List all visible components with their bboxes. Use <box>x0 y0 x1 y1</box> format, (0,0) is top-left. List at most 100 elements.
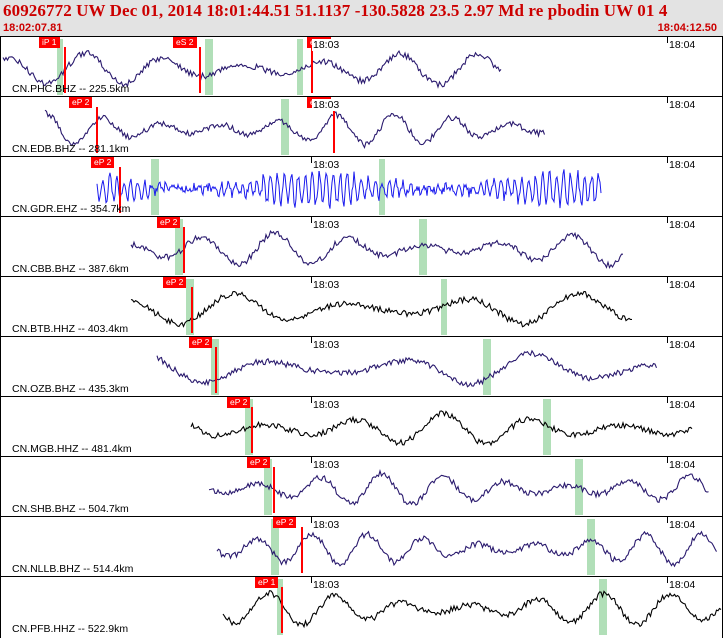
station-label: CN.OZB.BHZ -- 435.3km <box>12 383 129 395</box>
time-tick-label: 18:03 <box>312 39 341 51</box>
waveform-trace <box>130 230 623 270</box>
time-tick-label: 18:04 <box>668 39 697 51</box>
phase-pick-flag[interactable]: eP 2 <box>247 457 271 468</box>
phase-pick-flag[interactable]: iP 1 <box>39 37 60 48</box>
s-wave-window <box>175 219 183 275</box>
time-tick-label: 18:04 <box>668 399 697 411</box>
station-label: CN.PHC.BHZ -- 225.5km <box>12 83 130 95</box>
station-label: CN.NLLB.BHZ -- 514.4km <box>12 563 134 575</box>
time-tick-mark <box>311 457 312 463</box>
waveform-trace <box>96 169 602 209</box>
time-tick-mark <box>311 397 312 403</box>
pick-marker-line[interactable] <box>199 47 201 93</box>
pick-marker-line[interactable] <box>183 227 185 273</box>
waveform-svg <box>190 410 693 447</box>
phase-pick-flag[interactable]: eP 2 <box>273 517 297 528</box>
s-wave-window <box>599 579 607 635</box>
phase-pick-flag[interactable]: eP 2 <box>227 397 251 408</box>
time-tick-mark <box>311 277 312 283</box>
waveform-svg <box>130 290 633 328</box>
time-tick-mark <box>311 517 312 523</box>
time-tick-mark <box>667 277 668 283</box>
waveform-trace <box>190 410 693 447</box>
time-tick-label: 18:04 <box>668 519 697 531</box>
s-wave-window <box>543 399 551 455</box>
pick-marker-line[interactable] <box>215 347 217 393</box>
waveform-svg <box>216 530 717 568</box>
time-tick-label: 18:04 <box>668 159 697 171</box>
s-wave-window <box>57 39 63 95</box>
waveform-svg <box>156 349 658 388</box>
time-tick-mark <box>311 577 312 583</box>
time-tick-label: 18:04 <box>668 339 697 351</box>
phase-pick-flag[interactable]: eP 2 <box>91 157 115 168</box>
time-tick-mark <box>667 157 668 163</box>
trace-panel[interactable]: eP 1 18:03 18:04 CN.PFB.HHZ -- 522.9km <box>1 576 722 636</box>
time-tick-label: 18:04 <box>668 99 697 111</box>
pick-marker-line[interactable] <box>119 167 121 213</box>
phase-pick-flag[interactable]: eP 2 <box>189 337 213 348</box>
trace-panel[interactable]: eP 2 18:03 18:04 CN.BTB.HHZ -- 403.4km <box>1 276 722 336</box>
station-label: CN.SHB.BHZ -- 504.7km <box>12 503 129 515</box>
pick-marker-line[interactable] <box>311 47 313 93</box>
s-wave-window <box>151 159 159 215</box>
time-tick-mark <box>667 217 668 223</box>
station-label: CN.EDB.BHZ -- 281.1km <box>12 143 129 155</box>
waveform-svg <box>2 50 502 89</box>
pick-marker-line[interactable] <box>64 47 66 93</box>
phase-pick-flag[interactable]: eP 2 <box>69 97 93 108</box>
time-tick-mark <box>667 577 668 583</box>
station-label: CN.BTB.HHZ -- 403.4km <box>12 323 129 335</box>
pick-marker-line[interactable] <box>273 467 275 513</box>
trace-panel[interactable]: eP 2 18:03 18:04 CN.OZB.BHZ -- 435.3km <box>1 336 722 396</box>
s-wave-window <box>281 99 289 155</box>
phase-pick-flag[interactable]: eP 1 <box>255 577 279 588</box>
time-tick-mark <box>667 457 668 463</box>
trace-panel[interactable]: eP 2 18:03 18:04 CN.GDR.EHZ -- 354.7km <box>1 156 722 216</box>
window-end-time: 18:04:12.50 <box>657 22 717 34</box>
waveform-trace <box>216 530 717 568</box>
pick-marker-line[interactable] <box>191 287 193 333</box>
trace-panel[interactable]: eP 2 18:03 18:04 CN.NLLB.BHZ -- 514.4km <box>1 516 722 576</box>
station-label: CN.MGB.HHZ -- 481.4km <box>12 443 132 455</box>
waveform-trace <box>44 109 546 149</box>
waveform-trace <box>208 469 709 506</box>
time-tick-mark <box>667 37 668 43</box>
s-wave-window <box>483 339 491 395</box>
pick-marker-line[interactable] <box>301 527 303 573</box>
time-tick-label: 18:03 <box>312 339 341 351</box>
pick-marker-line[interactable] <box>96 107 98 153</box>
pick-marker-line[interactable] <box>251 407 253 453</box>
pick-marker-line[interactable] <box>281 587 283 633</box>
phase-pick-flag[interactable]: eP 2 <box>163 277 187 288</box>
time-tick-label: 18:03 <box>312 399 341 411</box>
time-tick-label: 18:03 <box>312 519 341 531</box>
trace-panel[interactable]: eP 2 18:03 18:04 CN.CBB.BHZ -- 387.6km <box>1 216 722 276</box>
s-wave-window <box>186 279 194 335</box>
time-tick-label: 18:03 <box>312 159 341 171</box>
phase-pick-flag[interactable]: eS 2 <box>173 37 197 48</box>
time-tick-mark <box>667 337 668 343</box>
waveform-svg <box>96 169 602 209</box>
waveform-trace <box>130 290 633 328</box>
time-tick-label: 18:04 <box>668 219 697 231</box>
time-tick-label: 18:03 <box>312 579 341 591</box>
pick-marker-line[interactable] <box>333 107 335 153</box>
header-bar: 60926772 UW Dec 01, 2014 18:01:44.51 51.… <box>0 0 723 36</box>
waveform-svg <box>130 230 623 270</box>
trace-panel[interactable]: eP 2 18:03 18:04 CN.SHB.BHZ -- 504.7km <box>1 456 722 516</box>
waveform-svg <box>222 590 722 629</box>
s-wave-window <box>271 519 279 575</box>
phase-pick-flag[interactable]: eP 2 <box>157 217 181 228</box>
time-tick-label: 18:03 <box>312 279 341 291</box>
station-label: CN.GDR.EHZ -- 354.7km <box>12 203 131 215</box>
time-tick-mark <box>667 397 668 403</box>
s-wave-window <box>205 39 213 95</box>
waveform-svg <box>208 469 709 506</box>
trace-panel[interactable]: eP 2 18:03 18:04 CN.MGB.HHZ -- 481.4km <box>1 396 722 456</box>
time-tick-label: 18:04 <box>668 579 697 591</box>
time-tick-label: 18:03 <box>312 219 341 231</box>
